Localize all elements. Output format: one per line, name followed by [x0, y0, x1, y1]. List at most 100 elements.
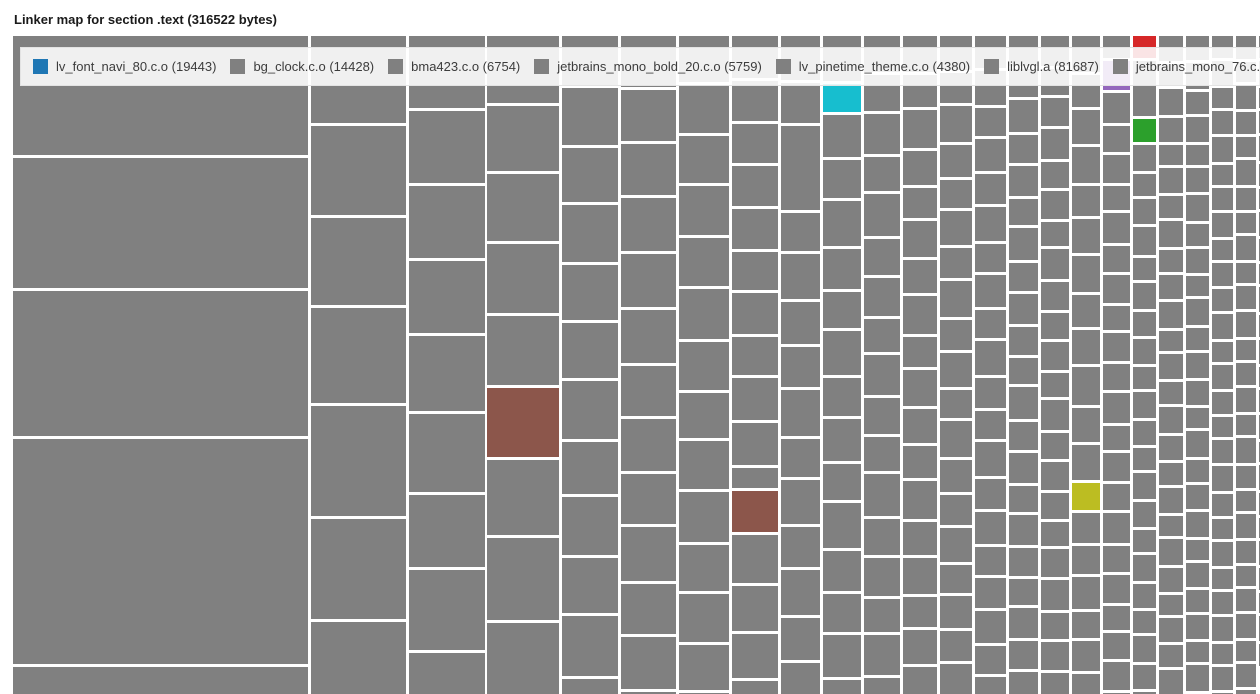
treemap-cell[interactable]: [1236, 137, 1256, 157]
treemap-cell[interactable]: [1159, 168, 1183, 193]
treemap-cell[interactable]: [975, 578, 1006, 608]
treemap-cell[interactable]: [903, 630, 937, 664]
treemap-cell[interactable]: [1212, 667, 1233, 690]
treemap-cell[interactable]: [1133, 473, 1156, 499]
treemap-cell[interactable]: [1236, 286, 1256, 309]
treemap-cell[interactable]: [1009, 228, 1038, 260]
treemap-cell[interactable]: [1133, 530, 1156, 552]
treemap-cell[interactable]: [781, 302, 820, 344]
treemap-cell[interactable]: [1212, 342, 1233, 362]
treemap-cell[interactable]: [975, 174, 1006, 204]
treemap-cell[interactable]: [1103, 513, 1130, 543]
treemap-cell[interactable]: [1186, 665, 1209, 691]
treemap-cell[interactable]: [903, 481, 937, 519]
treemap-cell[interactable]: [1009, 453, 1038, 483]
treemap-cell[interactable]: [903, 522, 937, 555]
treemap-cell[interactable]: [1212, 165, 1233, 185]
treemap-cell[interactable]: [1133, 392, 1156, 418]
treemap-cell[interactable]: [732, 468, 778, 488]
treemap-cell[interactable]: [940, 495, 972, 525]
treemap-cell[interactable]: [679, 85, 729, 133]
treemap-cell[interactable]: [940, 353, 972, 387]
treemap-cell[interactable]: [1133, 665, 1156, 689]
treemap-cell[interactable]: [1072, 612, 1100, 638]
treemap-cell[interactable]: [621, 419, 676, 471]
treemap-cell[interactable]: [1236, 112, 1256, 134]
treemap-cell[interactable]: [1212, 289, 1233, 311]
treemap-cell[interactable]: [487, 460, 559, 535]
treemap-cell[interactable]: [823, 503, 861, 548]
treemap-cell[interactable]: [1212, 213, 1233, 237]
treemap-cell[interactable]: [679, 545, 729, 591]
treemap-cell[interactable]: [864, 239, 900, 275]
treemap-cell[interactable]: [1041, 342, 1069, 370]
treemap-cell[interactable]: [864, 319, 900, 352]
treemap-cell[interactable]: [1159, 488, 1183, 513]
treemap-cell[interactable]: [562, 88, 618, 145]
treemap-cell[interactable]: [621, 90, 676, 141]
treemap-cell[interactable]: [13, 291, 308, 436]
treemap-cell[interactable]: [1236, 566, 1256, 586]
treemap-cell[interactable]: [1009, 548, 1038, 576]
treemap-cell[interactable]: [1186, 249, 1209, 273]
treemap-cell[interactable]: [1041, 549, 1069, 577]
treemap-cell[interactable]: [1236, 614, 1256, 638]
treemap-cell[interactable]: [903, 409, 937, 443]
treemap-cell[interactable]: [1009, 579, 1038, 605]
treemap-cell[interactable]: [1186, 92, 1209, 114]
treemap-cell[interactable]: [940, 596, 972, 628]
treemap-cell[interactable]: [903, 151, 937, 185]
treemap-cell[interactable]: [1072, 408, 1100, 442]
treemap-cell[interactable]: [864, 437, 900, 471]
treemap-cell[interactable]: [781, 254, 820, 299]
treemap-cell[interactable]: [1103, 93, 1130, 123]
treemap-cell[interactable]: [1186, 328, 1209, 350]
treemap-cell[interactable]: [1236, 236, 1256, 260]
treemap-cell[interactable]: [1103, 393, 1130, 423]
treemap-cell[interactable]: [940, 565, 972, 593]
treemap-cell[interactable]: [1186, 431, 1209, 457]
treemap-cell[interactable]: [864, 398, 900, 434]
treemap-cell[interactable]: [1103, 155, 1130, 183]
treemap-cell[interactable]: [1009, 135, 1038, 163]
treemap-cell[interactable]: [1159, 382, 1183, 404]
treemap-cell[interactable]: [975, 275, 1006, 307]
treemap-cell[interactable]: [864, 558, 900, 596]
treemap-cell[interactable]: [1009, 515, 1038, 545]
treemap-cell[interactable]: [975, 310, 1006, 338]
treemap-cell[interactable]: [1212, 592, 1233, 614]
treemap-cell[interactable]: [1103, 333, 1130, 361]
treemap-cell[interactable]: [781, 663, 820, 694]
treemap-cell[interactable]: [781, 570, 820, 615]
treemap-cell[interactable]: [311, 308, 406, 403]
treemap-cell[interactable]: [1186, 224, 1209, 246]
treemap-cell[interactable]: [940, 180, 972, 208]
treemap-cell[interactable]: [1236, 438, 1256, 463]
treemap-cell[interactable]: [562, 265, 618, 320]
treemap-cell[interactable]: [1072, 256, 1100, 292]
treemap-cell[interactable]: [409, 570, 485, 650]
treemap-cell[interactable]: [13, 667, 308, 694]
treemap-cell[interactable]: [1186, 563, 1209, 587]
treemap-cell[interactable]: [732, 535, 778, 583]
treemap-cell[interactable]: [1236, 491, 1256, 511]
treemap-cell[interactable]: [1186, 381, 1209, 405]
treemap-cell[interactable]: [1186, 642, 1209, 662]
treemap-cell[interactable]: [1009, 199, 1038, 225]
treemap-cell[interactable]: [1212, 417, 1233, 437]
treemap-cell[interactable]: [940, 528, 972, 562]
treemap-cell[interactable]: [1159, 250, 1183, 272]
treemap-cell[interactable]: [940, 106, 972, 142]
treemap-cell[interactable]: [864, 114, 900, 154]
treemap-cell[interactable]: [1159, 407, 1183, 433]
treemap-cell[interactable]: [1212, 188, 1233, 210]
treemap-cell[interactable]: [1009, 387, 1038, 419]
treemap-cell[interactable]: [903, 370, 937, 406]
treemap-cell[interactable]: [311, 218, 406, 305]
treemap-cell[interactable]: [1236, 514, 1256, 538]
treemap-cell[interactable]: [1133, 611, 1156, 633]
treemap-cell[interactable]: [732, 81, 778, 121]
treemap-cell[interactable]: [823, 160, 861, 198]
treemap-cell[interactable]: [1159, 618, 1183, 642]
treemap-cell[interactable]: [1133, 555, 1156, 581]
